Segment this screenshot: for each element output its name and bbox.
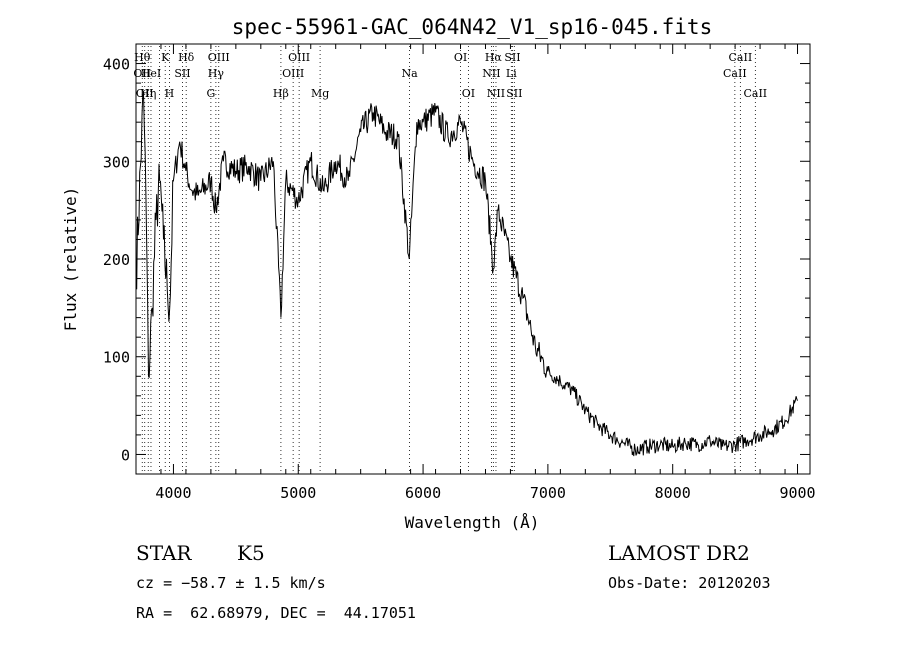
spectral-line-label: Hβ (273, 87, 289, 100)
spectral-line-label: K (161, 51, 170, 64)
spectral-line-label: OII (136, 87, 154, 100)
spectral-line-label: Hγ (208, 67, 225, 80)
y-tick-label: 0 (121, 446, 130, 464)
x-tick-label: 4000 (155, 484, 191, 502)
object-subclass: K5 (237, 541, 265, 565)
spectral-line-label: Li (506, 67, 517, 80)
spectral-lines-layer: HθOIIOIIHηHeIKHSIIHδGHγOIIIHβOIIIOIIIMgN… (133, 46, 767, 472)
y-tick-label: 400 (103, 56, 130, 74)
x-tick-label: 5000 (280, 484, 316, 502)
spectral-line-label: OI (462, 87, 475, 100)
obs-date: Obs-Date: 20120203 (608, 574, 771, 592)
series-layer (135, 92, 798, 457)
spectral-line-label: CaII (743, 87, 767, 100)
survey-name: LAMOST DR2 (608, 541, 750, 565)
axes-layer: 4000 5000 6000 7000 8000 9000 0 100 200 300 400 (103, 43, 816, 502)
spectral-line-label: NII (487, 87, 505, 100)
x-tick-label: 8000 (655, 484, 691, 502)
x-tick-label: 7000 (530, 484, 566, 502)
spectral-line-label: Na (402, 67, 419, 80)
spectral-line-label: OII (133, 67, 151, 80)
spectral-line-label: CaII (723, 67, 747, 80)
spectral-line-label: OIII (288, 51, 310, 64)
x-axis-label: Wavelength (Å) (405, 513, 540, 532)
spectral-line-label: OIII (282, 67, 304, 80)
x-tick-label: 9000 (779, 484, 815, 502)
spectral-line-label: CaII (729, 51, 753, 64)
spectral-line-label: Hα (485, 51, 503, 64)
y-tick-label: 100 (103, 349, 130, 367)
y-tick-label: 300 (103, 153, 130, 171)
x-tick-label: 6000 (405, 484, 441, 502)
spectral-line-label: OI (454, 51, 467, 64)
spectral-line-label: Hδ (178, 51, 195, 64)
spectral-line-label: Hθ (134, 51, 151, 64)
spectral-line-label: NII (482, 67, 500, 80)
object-class: STAR (136, 541, 192, 565)
spectral-line-label: G (206, 87, 215, 100)
spectral-line-label: OIII (208, 51, 230, 64)
spectral-line-label: H (165, 87, 175, 100)
y-tick-label: 200 (103, 251, 130, 269)
y-axis-label: Flux (relative) (61, 187, 80, 332)
coordinates-readout: RA = 62.68979, DEC = 44.17051 (136, 604, 416, 622)
spectrum-series-line (135, 92, 798, 457)
plot-frame (135, 43, 811, 475)
chart-title: spec-55961-GAC_064N42_V1_sp16-045.fits (232, 15, 712, 39)
velocity-readout: cz = −58.7 ± 1.5 km/s (136, 574, 326, 592)
spectral-line-label: SII (504, 51, 520, 64)
spectral-line-label: HeI (141, 67, 161, 80)
spectral-line-label: Mg (311, 87, 329, 100)
spectral-line-label: Hη (140, 87, 156, 100)
spectral-line-label: SII (506, 87, 522, 100)
spectral-line-label: SII (174, 67, 190, 80)
